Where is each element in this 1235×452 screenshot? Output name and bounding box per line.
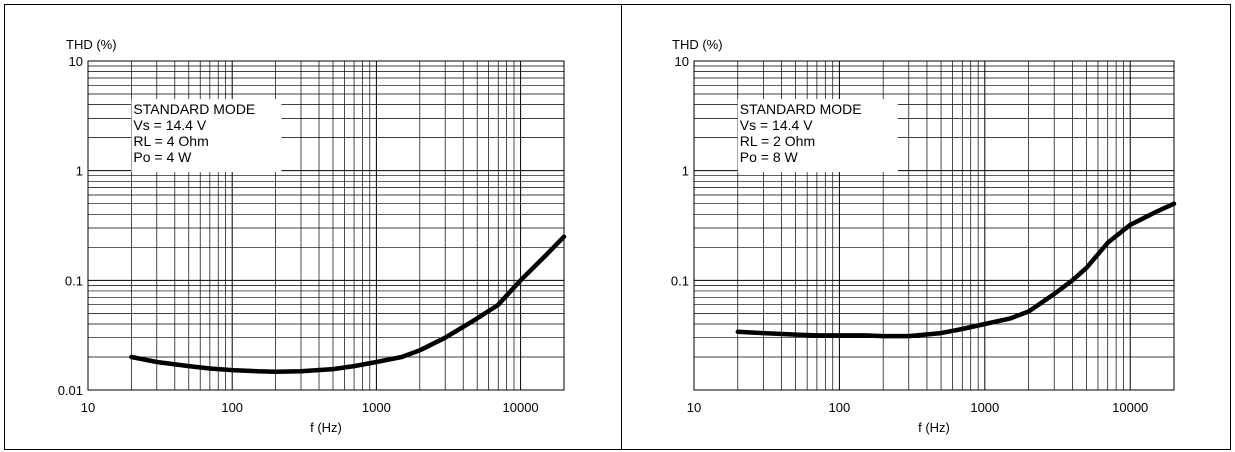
y-tick-label: 0.1 [671, 273, 689, 288]
y-axis-label: THD (%) [66, 37, 117, 52]
x-axis-label: f (Hz) [310, 420, 342, 435]
y-tick-label: 0.1 [65, 273, 83, 288]
annotation-background [131, 99, 282, 173]
x-tick-label: 100 [221, 400, 243, 415]
y-tick-label: 0.01 [58, 383, 83, 398]
x-tick-label: 10 [81, 400, 95, 415]
annotation-background [737, 99, 898, 173]
y-axis-label: THD (%) [672, 37, 723, 52]
annotation-line: STANDARD MODE [740, 101, 862, 117]
x-tick-label: 1000 [362, 400, 391, 415]
x-tick-label: 100 [829, 400, 851, 415]
y-tick-label: 1 [76, 164, 83, 179]
annotation-line: Vs = 14.4 V [133, 117, 206, 133]
x-axis-label: f (Hz) [918, 420, 950, 435]
annotation-line: Po = 8 W [740, 149, 799, 165]
annotation-line: Vs = 14.4 V [740, 117, 813, 133]
annotation-line: STANDARD MODE [133, 101, 255, 117]
thd-curve-series-0 [129, 234, 567, 374]
plot-area-border [693, 60, 1175, 391]
annotation-line: RL = 4 Ohm [133, 133, 208, 149]
x-tick-label: 10000 [1112, 400, 1148, 415]
thd-curve-series-0 [735, 201, 1177, 339]
y-tick-label: 10 [675, 54, 689, 69]
x-tick-label: 10 [687, 400, 701, 415]
annotation-line: RL = 2 Ohm [740, 133, 815, 149]
x-tick-label: 1000 [970, 400, 999, 415]
x-tick-label: 10000 [503, 400, 539, 415]
annotation-line: Po = 4 W [133, 149, 192, 165]
y-tick-label: 1 [682, 164, 689, 179]
y-tick-label: 10 [69, 54, 83, 69]
plot-area-border [87, 60, 565, 391]
